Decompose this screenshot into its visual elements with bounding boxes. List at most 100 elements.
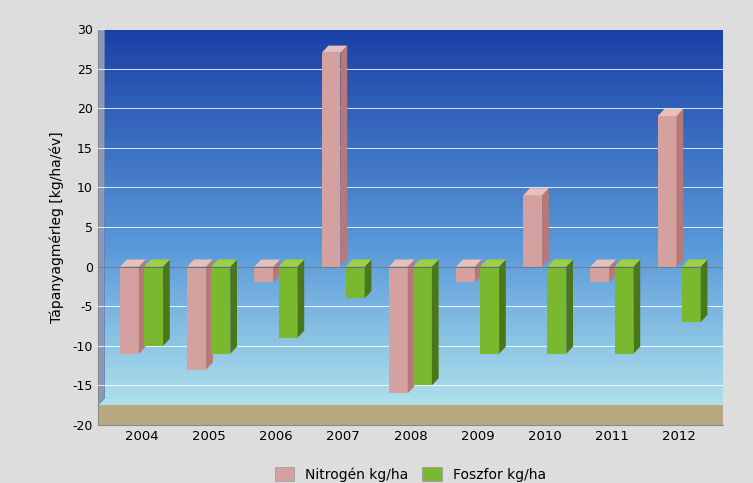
Bar [98,267,723,270]
Bar [98,65,723,69]
Polygon shape [413,267,432,385]
Bar [98,168,723,171]
Bar [98,306,723,310]
Polygon shape [547,259,573,267]
Bar [98,62,723,65]
Bar [98,45,723,49]
Polygon shape [590,267,609,283]
Polygon shape [255,267,273,283]
Bar [98,422,723,425]
Bar [98,286,723,290]
Bar [98,273,723,276]
Bar [98,211,723,214]
Bar [98,82,723,85]
Polygon shape [346,267,364,298]
Bar [98,128,723,131]
Polygon shape [340,45,347,267]
Polygon shape [609,259,616,283]
Bar [98,342,723,346]
Bar [98,290,723,293]
Polygon shape [187,259,213,267]
Bar [98,412,723,415]
Polygon shape [212,267,230,354]
Polygon shape [523,195,542,267]
Bar [98,234,723,237]
Bar [98,405,723,425]
Bar [98,141,723,144]
Bar [98,313,723,316]
Bar [98,184,723,187]
Polygon shape [432,259,438,385]
Bar [98,240,723,243]
Polygon shape [480,267,499,354]
Bar [98,39,723,42]
Bar [98,385,723,389]
Bar [98,99,723,101]
Bar [98,333,723,336]
Bar [98,323,723,326]
Polygon shape [407,259,414,393]
Bar [98,78,723,82]
Polygon shape [212,259,237,267]
Bar [98,42,723,45]
Bar [98,376,723,379]
Bar [98,95,723,98]
Polygon shape [633,259,640,354]
Bar [98,131,723,135]
Bar [98,263,723,267]
Bar [98,108,723,112]
Polygon shape [297,259,304,338]
Polygon shape [413,259,438,267]
Polygon shape [614,259,640,267]
Bar [98,299,723,303]
Bar [98,58,723,62]
Bar [98,355,723,359]
Bar [98,398,723,402]
Bar [98,112,723,115]
Bar [98,329,723,333]
Polygon shape [542,188,549,267]
Bar [98,224,723,227]
Bar [98,151,723,155]
Polygon shape [364,259,371,298]
Polygon shape [322,45,347,53]
Bar [98,346,723,349]
Polygon shape [657,109,683,116]
Polygon shape [682,267,701,322]
Polygon shape [547,267,566,354]
Bar [98,260,723,263]
Bar [98,200,723,204]
Polygon shape [566,259,573,354]
Bar [98,125,723,128]
Polygon shape [499,259,506,354]
Bar [98,230,723,234]
Bar [98,217,723,220]
Bar [98,227,723,230]
Polygon shape [701,259,707,322]
Bar [98,75,723,78]
Bar [98,164,723,168]
Bar [98,49,723,52]
Bar [98,379,723,382]
Bar [98,207,723,211]
Polygon shape [187,267,206,369]
Bar [98,191,723,194]
Bar [98,148,723,151]
Bar [98,389,723,392]
Bar [98,29,723,32]
Polygon shape [389,259,414,267]
Polygon shape [676,109,683,267]
Bar [98,382,723,385]
Bar [98,237,723,240]
Bar [98,316,723,319]
Bar [98,69,723,72]
Polygon shape [389,267,407,393]
Bar [98,256,723,260]
Legend: Nitrogén kg/ha, Foszfor kg/ha: Nitrogén kg/ha, Foszfor kg/ha [269,462,552,483]
Bar [98,204,723,207]
Bar [98,118,723,121]
Bar [98,349,723,353]
Bar [98,326,723,329]
Bar [98,105,723,108]
Bar [98,409,723,412]
